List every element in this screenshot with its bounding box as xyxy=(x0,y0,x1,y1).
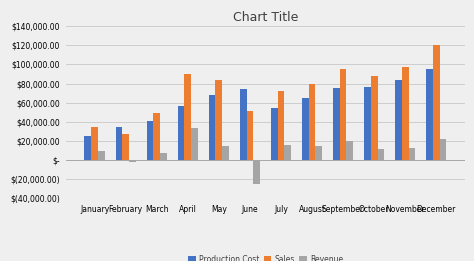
Bar xyxy=(271,108,278,160)
Bar xyxy=(184,74,191,160)
Bar xyxy=(116,127,122,160)
Bar xyxy=(433,45,439,160)
Bar xyxy=(91,127,98,160)
Bar xyxy=(216,80,222,160)
Legend: Production Cost, Sales, Revenue: Production Cost, Sales, Revenue xyxy=(185,252,346,261)
Bar xyxy=(377,149,384,160)
Bar xyxy=(439,139,447,160)
Bar xyxy=(402,67,409,160)
Bar xyxy=(209,95,216,160)
Bar xyxy=(160,153,167,160)
Bar xyxy=(191,128,198,160)
Bar xyxy=(371,76,377,160)
Bar xyxy=(302,98,309,160)
Bar xyxy=(395,80,402,160)
Bar xyxy=(364,87,371,160)
Bar xyxy=(333,88,340,160)
Bar xyxy=(178,106,184,160)
Bar xyxy=(240,89,246,160)
Bar xyxy=(346,141,353,160)
Bar xyxy=(129,160,136,162)
Bar xyxy=(278,91,284,160)
Bar xyxy=(122,134,129,160)
Bar xyxy=(84,136,91,160)
Bar xyxy=(246,111,253,160)
Bar xyxy=(315,146,322,160)
Bar xyxy=(253,160,260,184)
Bar xyxy=(426,69,433,160)
Bar xyxy=(309,84,315,160)
Bar xyxy=(146,121,154,160)
Bar xyxy=(340,69,346,160)
Bar xyxy=(222,146,229,160)
Bar xyxy=(98,151,105,160)
Bar xyxy=(284,145,291,160)
Bar xyxy=(409,148,415,160)
Title: Chart Title: Chart Title xyxy=(233,10,298,23)
Bar xyxy=(154,113,160,160)
